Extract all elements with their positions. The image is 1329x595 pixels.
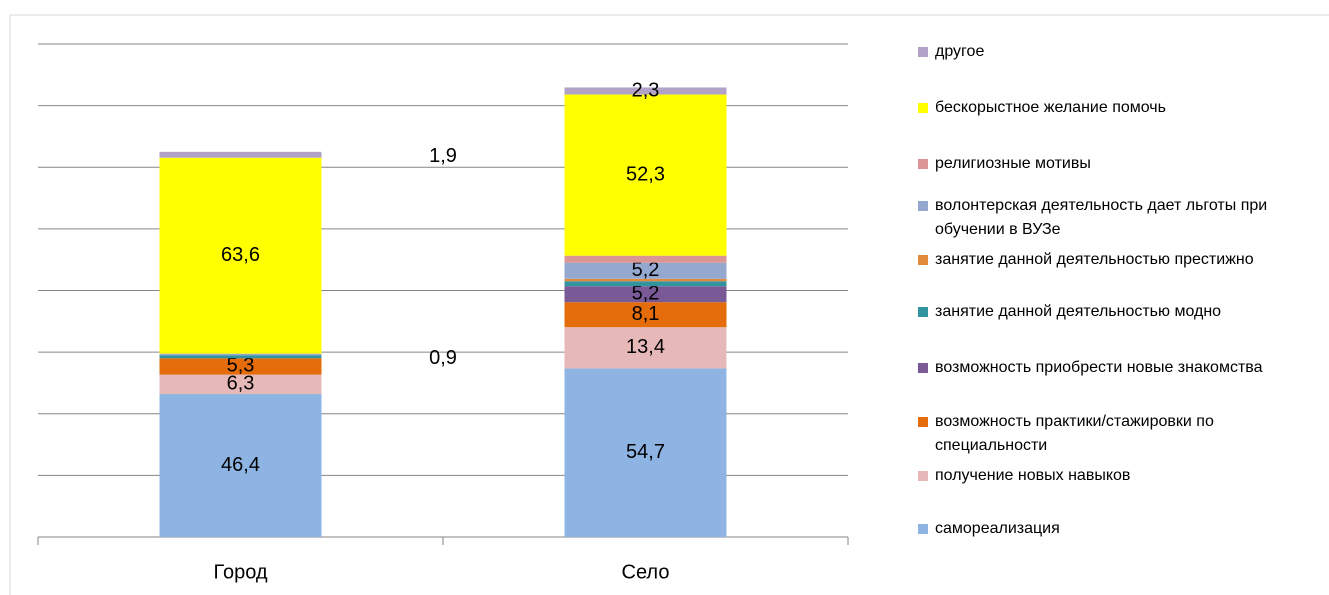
legend-swatch	[918, 103, 928, 113]
legend-swatch	[918, 471, 928, 481]
bar-segment	[564, 278, 727, 282]
bar-segment	[159, 355, 322, 359]
value-label: 46,4	[221, 454, 260, 476]
legend-item: самореализация	[918, 517, 1315, 541]
legend-item: волонтерская деятельность дает льготы пр…	[918, 194, 1315, 242]
value-label: 63,6	[221, 244, 260, 266]
legend-item: религиозные мотивы	[918, 152, 1315, 176]
value-label: 5,2	[632, 282, 660, 304]
bar-segment	[564, 262, 727, 279]
bar-segment	[564, 327, 727, 369]
bar-segment	[564, 94, 727, 256]
x-tick-label: Село	[622, 561, 670, 583]
legend-label: другое	[935, 43, 985, 60]
bar-segment	[564, 87, 727, 95]
legend-swatch	[918, 524, 928, 534]
bar-segment	[564, 368, 727, 537]
legend-label: волонтерская деятельность дает льготы пр…	[935, 197, 1268, 238]
legend-label: получение новых навыков	[935, 467, 1131, 484]
bar-segment	[159, 394, 322, 537]
legend-label: возможность приобрести новые знакомства	[935, 359, 1263, 376]
value-label: 0,9	[429, 347, 457, 369]
value-label: 1,9	[429, 145, 457, 167]
value-label: 54,7	[626, 441, 665, 463]
bar-segment	[159, 358, 322, 375]
legend-item: возможность приобрести новые знакомства	[918, 356, 1315, 380]
legend-swatch	[918, 201, 928, 211]
legend-label: занятие данной деятельностью престижно	[935, 251, 1254, 268]
value-label: 52,3	[626, 163, 665, 185]
value-label: 5,3	[227, 355, 255, 377]
value-label: 6,3	[227, 373, 255, 395]
bar-segment	[159, 374, 322, 395]
value-label: 13,4	[626, 336, 665, 358]
bar-segment	[159, 353, 322, 356]
legend-swatch	[918, 417, 928, 427]
legend-swatch	[918, 159, 928, 169]
legend-item: получение новых навыков	[918, 464, 1315, 488]
legend-label: бескорыстное желание помочь	[935, 99, 1166, 116]
legend-swatch	[918, 47, 928, 57]
bar-segment	[564, 281, 727, 287]
bar-segment	[564, 286, 727, 303]
legend-swatch	[918, 363, 928, 373]
bar-segment	[159, 157, 322, 354]
legend-item: другое	[918, 40, 1315, 64]
legend-item: занятие данной деятельностью модно	[918, 300, 1315, 324]
legend-label: самореализация	[935, 520, 1060, 537]
bar-segment	[564, 302, 727, 328]
bar-segment	[564, 255, 727, 263]
legend-item: возможность практики/стажировки по специ…	[918, 410, 1315, 458]
value-label: 2,3	[632, 79, 660, 101]
x-tick-label: Город	[213, 561, 267, 583]
value-label: 5,2	[632, 259, 660, 281]
legend-swatch	[918, 255, 928, 265]
legend-label: религиозные мотивы	[935, 155, 1091, 172]
legend-item: занятие данной деятельностью престижно	[918, 248, 1315, 272]
legend-label: занятие данной деятельностью модно	[935, 303, 1222, 320]
bar-segment	[159, 151, 322, 158]
legend-label: возможность практики/стажировки по специ…	[935, 413, 1214, 454]
legend-swatch	[918, 307, 928, 317]
legend-item: бескорыстное желание помочь	[918, 96, 1315, 120]
value-label: 8,1	[632, 303, 660, 325]
